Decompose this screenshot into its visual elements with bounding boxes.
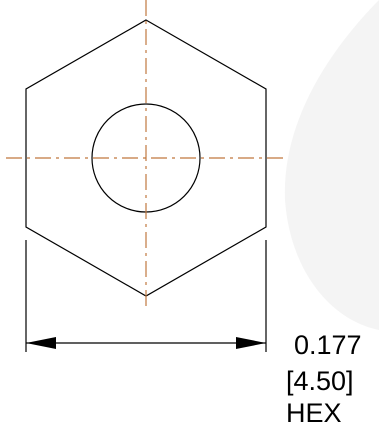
watermark-shape [284,0,379,330]
dimension-inch-value: 0.177 [294,330,362,360]
dimension-arrow-right [236,337,266,349]
dimension-arrow-left [26,337,56,349]
dimension-mm-value: [4.50] [286,366,354,396]
dimension-feature-label: HEX [286,398,342,428]
